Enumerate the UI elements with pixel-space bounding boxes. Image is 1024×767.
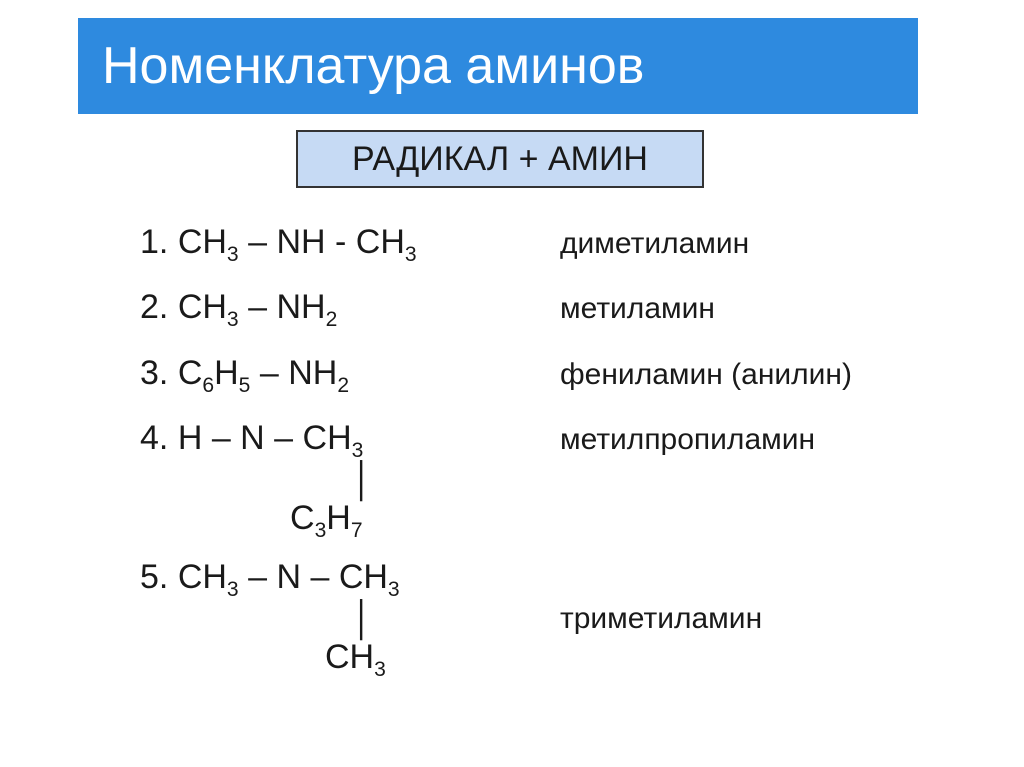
compound-name: диметиламин [560,220,960,265]
item-row: 3. C6H5 – NH2фениламин (анилин) [140,351,960,400]
slide-title-bar: Номенклатура аминов [78,18,918,114]
formula-cell: 4. H – N – CH3│C3H7 [140,416,560,545]
formula-cell: 5. CH3 – N – CH3│CH3 [140,555,560,684]
item-row: 4. H – N – CH3│C3H7метилпропиламин [140,416,960,545]
bond-vertical: │ [140,604,560,635]
formula-cell: 1. CH3 – NH - CH3 [140,220,560,269]
item-row: 5. CH3 – N – CH3│CH3триметиламин [140,555,960,684]
formula-cell: 3. C6H5 – NH2 [140,351,560,400]
formula-main: 3. C6H5 – NH2 [140,351,560,400]
formula-branch: CH3 [140,635,560,684]
formula-main: 4. H – N – CH3 [140,416,560,465]
item-row: 1. CH3 – NH - CH3диметиламин [140,220,960,269]
formula-main: 5. CH3 – N – CH3 [140,555,560,604]
slide-subtitle-bar: РАДИКАЛ + АМИН [296,130,704,188]
slide-subtitle: РАДИКАЛ + АМИН [352,140,648,179]
formula-main: 1. CH3 – NH - CH3 [140,220,560,269]
item-row: 2. CH3 – NH2метиламин [140,285,960,334]
slide-title: Номенклатура аминов [102,36,644,96]
compound-name: триметиламин [560,555,960,640]
formula-main: 2. CH3 – NH2 [140,285,560,334]
compound-name: фениламин (анилин) [560,351,960,396]
content-area: 1. CH3 – NH - CH3диметиламин2. CH3 – NH2… [140,220,960,694]
compound-name: метилпропиламин [560,416,960,461]
compound-name: метиламин [560,285,960,330]
formula-cell: 2. CH3 – NH2 [140,285,560,334]
formula-branch: C3H7 [140,496,560,545]
bond-vertical: │ [140,465,560,496]
